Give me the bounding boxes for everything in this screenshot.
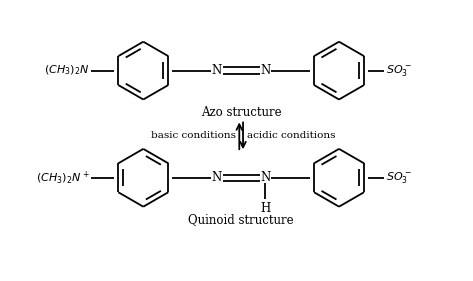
Text: N: N (260, 64, 271, 77)
Text: H: H (260, 203, 271, 216)
Text: Azo structure: Azo structure (201, 106, 281, 119)
Text: $SO_3^-$: $SO_3^-$ (385, 170, 412, 185)
Text: $(CH_3)_2N^+$: $(CH_3)_2N^+$ (36, 169, 90, 186)
Text: N: N (212, 171, 222, 184)
Text: acidic conditions: acidic conditions (247, 131, 335, 140)
Text: Quinoid structure: Quinoid structure (188, 213, 294, 226)
Text: $(CH_3)_2N$: $(CH_3)_2N$ (44, 64, 90, 77)
Text: N: N (260, 171, 271, 184)
Text: basic conditions: basic conditions (150, 131, 236, 140)
Text: $SO_3^-$: $SO_3^-$ (385, 63, 412, 78)
Text: N: N (212, 64, 222, 77)
